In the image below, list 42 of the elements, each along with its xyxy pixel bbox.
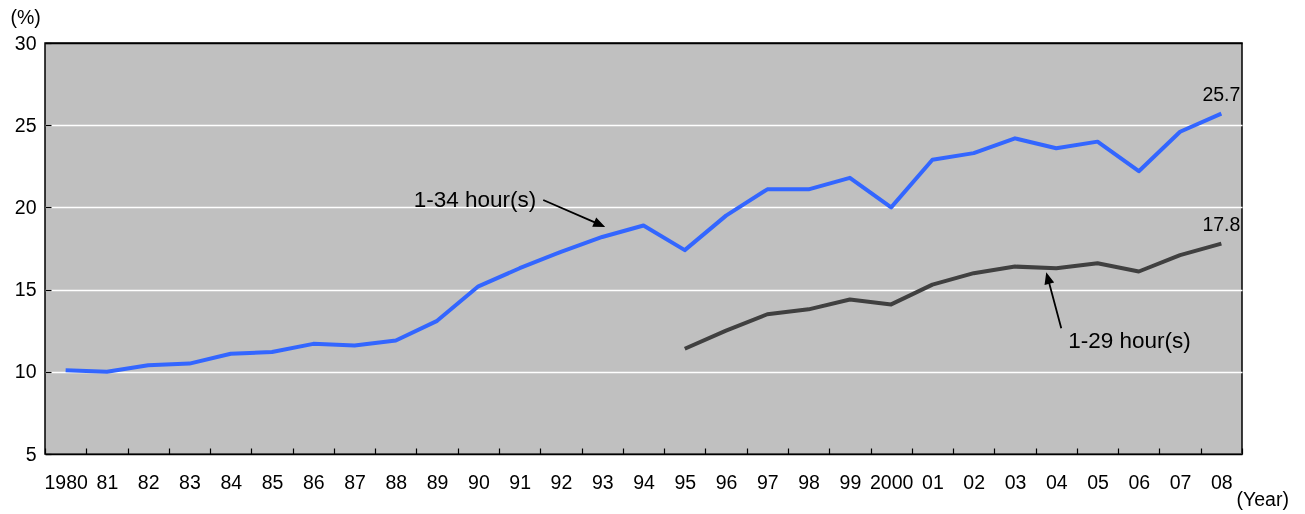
y-tick-label: 5 bbox=[25, 442, 37, 465]
y-tick-label: 15 bbox=[14, 278, 37, 301]
x-tick-label: 81 bbox=[96, 470, 119, 493]
x-tick-label: 05 bbox=[1087, 470, 1110, 493]
y-tick-label: 30 bbox=[14, 31, 37, 54]
x-tick-label: 82 bbox=[137, 470, 160, 493]
x-tick-label: 07 bbox=[1169, 470, 1192, 493]
x-tick-label: 92 bbox=[550, 470, 573, 493]
x-tick-label: 02 bbox=[963, 470, 986, 493]
text: 1-29 hour(s) bbox=[1068, 328, 1191, 354]
line-series bbox=[682, 241, 1224, 351]
text: 1-34 hour(s) bbox=[413, 186, 537, 212]
x-tick-label: 85 bbox=[261, 470, 284, 493]
y-tick-label: 10 bbox=[14, 360, 37, 383]
x-tick-label: 2000 bbox=[869, 470, 914, 493]
x-tick-label: 97 bbox=[756, 470, 779, 493]
x-tick-label: 08 bbox=[1211, 470, 1233, 493]
x-tick-label: 84 bbox=[220, 470, 243, 493]
data-label: 17.8 bbox=[1202, 212, 1241, 235]
x-tick-label: 93 bbox=[591, 470, 614, 493]
x-tick-label: 99 bbox=[839, 470, 862, 493]
x-tick-label: 1980 bbox=[44, 470, 88, 493]
data-label: 25.7 bbox=[1202, 82, 1241, 105]
x-tick-label: 89 bbox=[426, 470, 449, 493]
x-tick-label: 87 bbox=[344, 470, 366, 493]
x-tick-label: 91 bbox=[509, 470, 532, 493]
y-axis-title: (%) bbox=[10, 5, 41, 28]
x-tick-label: 95 bbox=[674, 470, 697, 493]
x-tick-label: 03 bbox=[1004, 470, 1027, 493]
x-tick-label: 86 bbox=[302, 470, 325, 493]
y-tick-label: 25 bbox=[14, 113, 37, 136]
x-tick-label: 98 bbox=[798, 470, 820, 493]
y-tick-label: 20 bbox=[14, 195, 37, 218]
x-tick-label: 04 bbox=[1045, 470, 1068, 493]
x-tick-label: 01 bbox=[922, 470, 944, 493]
x-tick-label: 88 bbox=[385, 470, 408, 493]
x-tick-label: 96 bbox=[715, 470, 738, 493]
x-tick-label: 06 bbox=[1128, 470, 1151, 493]
x-tick-label: 90 bbox=[468, 470, 490, 493]
x-axis-title: (Year) bbox=[1236, 487, 1289, 510]
x-tick-label: 83 bbox=[179, 470, 201, 493]
x-tick-label: 94 bbox=[633, 470, 655, 493]
